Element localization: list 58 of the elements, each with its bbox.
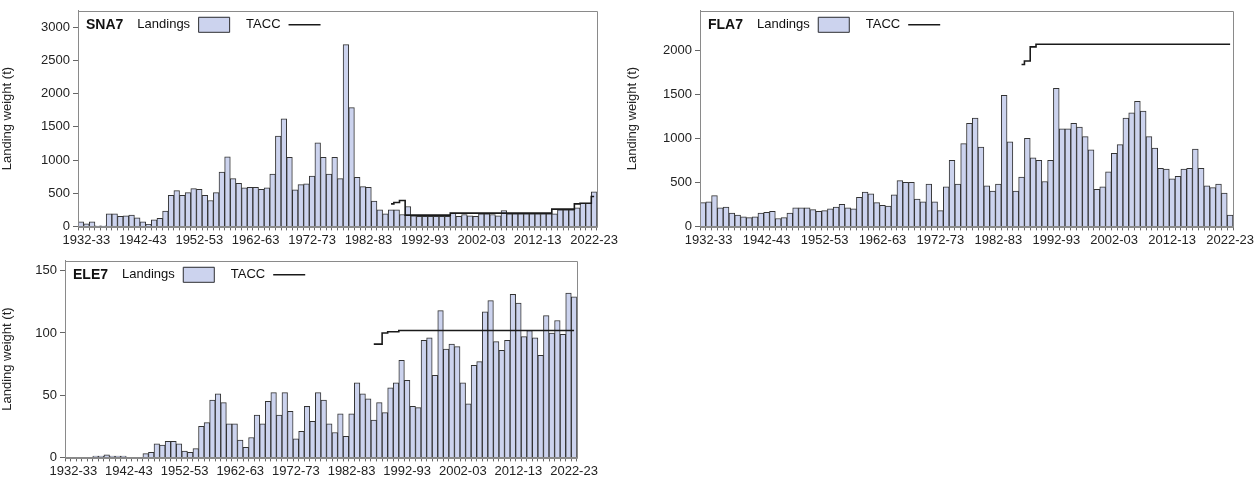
y-tick-label: 150: [35, 262, 57, 278]
x-tick-label: 2012-13: [513, 231, 562, 247]
y-tick-label: 2000: [41, 85, 70, 101]
x-tick-label: 1972-73: [288, 231, 336, 247]
y-tick-label: 500: [48, 184, 70, 200]
x-tick-label: 2022-23: [550, 462, 598, 478]
chart-title: ELE7: [73, 265, 109, 282]
y-tick-label: 2500: [41, 52, 70, 68]
x-tick-label: 1982-83: [974, 231, 1023, 247]
chart-title: FLA7: [708, 15, 744, 32]
x-tick-label: 2012-13: [494, 462, 543, 478]
x-tick-label: 1992-93: [401, 231, 449, 247]
x-tick-label: 2012-13: [1148, 231, 1197, 247]
x-tick-label: 1962-63: [231, 231, 280, 247]
x-tick-label: 1942-43: [105, 462, 153, 478]
x-tick-label: 1942-43: [742, 231, 791, 247]
chart-title: SNA7: [86, 15, 124, 32]
x-tick-label: 1972-73: [272, 462, 320, 478]
x-tick-label: 2002-03: [1090, 231, 1139, 247]
y-tick-label: 50: [42, 386, 57, 402]
x-tick-label: 1952-53: [160, 462, 209, 478]
y-tick-label: 3000: [41, 18, 70, 34]
y-tick-label: 0: [62, 217, 70, 233]
y-axis-title: Landing weight (t): [0, 66, 15, 171]
x-tick-label: 1992-93: [1032, 231, 1081, 247]
y-tick-label: 1000: [41, 151, 70, 167]
y-tick-label: 500: [670, 173, 692, 189]
x-tick-label: 1972-73: [916, 231, 965, 247]
y-tick-label: 1500: [41, 118, 70, 134]
y-tick-label: 2000: [663, 41, 692, 57]
x-tick-label: 2022-23: [1206, 231, 1254, 247]
legend-label: Landings: [137, 16, 191, 32]
x-tick-label: 1962-63: [216, 462, 265, 478]
legend-label: TACC: [230, 266, 266, 282]
legend-label: TACC: [246, 16, 281, 32]
x-tick-label: 1932-33: [49, 462, 98, 478]
x-tick-label: 2002-03: [438, 462, 487, 478]
x-tick-label: 1942-43: [119, 231, 167, 247]
x-tick-label: 1992-93: [383, 462, 432, 478]
x-tick-label: 1932-33: [684, 231, 733, 247]
x-tick-label: 1982-83: [344, 231, 393, 247]
y-axis-title: Landing weight (t): [0, 307, 15, 411]
x-tick-label: 1952-53: [800, 231, 849, 247]
x-tick-label: 1952-53: [175, 231, 224, 247]
x-tick-label: 2002-03: [457, 231, 506, 247]
legend-label: Landings: [757, 16, 811, 32]
x-tick-label: 1982-83: [327, 462, 376, 478]
y-tick-label: 0: [49, 448, 57, 464]
y-axis-title: Landing weight (t): [624, 66, 640, 171]
y-tick-label: 0: [684, 217, 692, 233]
x-tick-label: 1932-33: [62, 231, 111, 247]
x-tick-label: 2022-23: [570, 231, 618, 247]
legend-label: TACC: [865, 16, 901, 32]
legend-label: Landings: [122, 266, 176, 282]
y-tick-label: 100: [35, 324, 57, 340]
y-tick-label: 1000: [663, 129, 692, 145]
x-tick-label: 1962-63: [858, 231, 907, 247]
y-tick-label: 1500: [663, 85, 692, 101]
